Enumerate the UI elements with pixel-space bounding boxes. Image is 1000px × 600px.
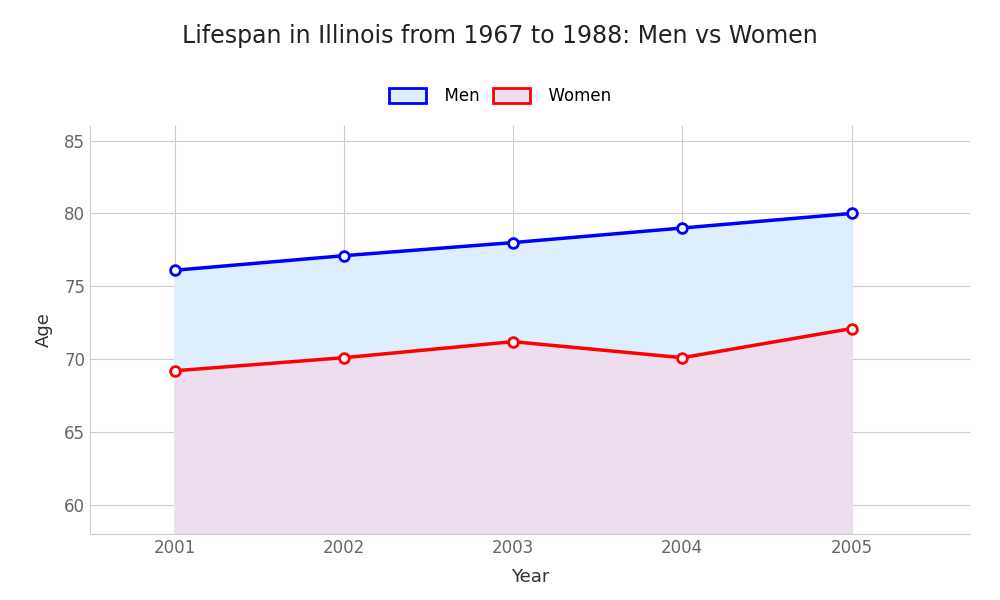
X-axis label: Year: Year bbox=[511, 568, 549, 586]
Text: Lifespan in Illinois from 1967 to 1988: Men vs Women: Lifespan in Illinois from 1967 to 1988: … bbox=[182, 24, 818, 48]
Y-axis label: Age: Age bbox=[35, 313, 53, 347]
Legend:   Men,   Women: Men, Women bbox=[382, 80, 618, 112]
